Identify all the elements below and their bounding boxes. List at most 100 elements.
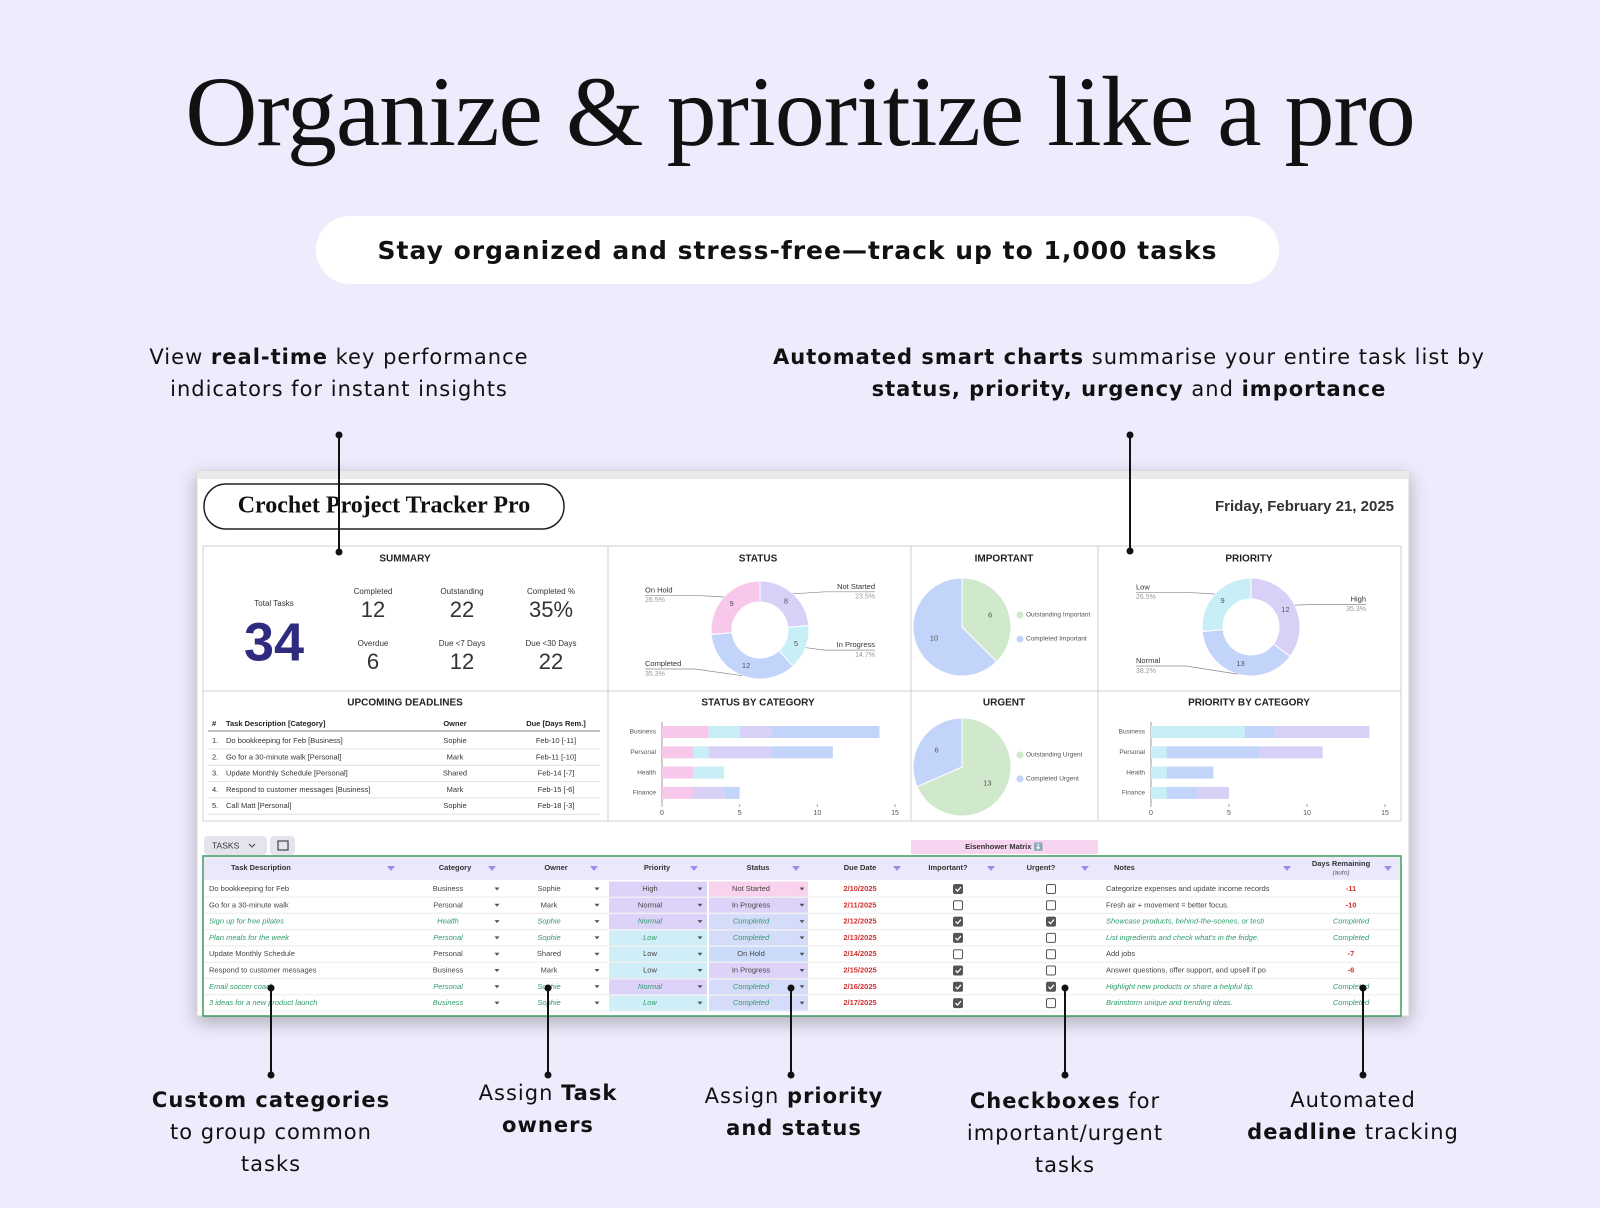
- category-label: Business: [1119, 729, 1146, 736]
- category-label: Finance: [1122, 790, 1146, 797]
- donut-slice: [1201, 629, 1291, 677]
- legend-swatch: [1016, 611, 1024, 619]
- kpi-label: Overdue: [358, 639, 389, 648]
- dropdown-arrow: [494, 1001, 500, 1005]
- callout-line: Automated: [903, 1084, 1600, 1116]
- bar-segment: [1244, 726, 1276, 738]
- filter-icon: [1384, 866, 1392, 871]
- notes-cell: List ingredients and check what's in the…: [1106, 933, 1259, 942]
- kpi-value: 12: [450, 649, 474, 674]
- panel-title: UPCOMING DEADLINES: [347, 698, 463, 709]
- priority-cell: [609, 995, 707, 1011]
- filter-icon: [590, 866, 598, 871]
- task-cell: Go for a 30-minute walk: [209, 900, 289, 909]
- callout-line: Checkboxes for: [615, 1085, 1515, 1117]
- checkbox: [953, 998, 963, 1009]
- due-cell: 2/16/2025: [843, 982, 876, 991]
- notes-cell: Showcase products, behind-the-scenes, or…: [1106, 917, 1264, 926]
- table-cell: Feb-10 [-11]: [536, 736, 576, 745]
- subheadline: Stay organized and stress-free—track up …: [377, 235, 1218, 265]
- x-tick-label: 5: [738, 810, 742, 817]
- title-pill: [203, 483, 565, 530]
- table-header-bg: [204, 857, 1400, 880]
- callout-bold-text: status, priority, urgency: [871, 377, 1184, 401]
- bar-segment: [1260, 746, 1323, 759]
- column-header: Priority: [644, 863, 671, 872]
- status-cell-text: Completed: [733, 933, 770, 942]
- callout-bold-text: Automated smart charts: [773, 345, 1085, 369]
- dropdown-arrow: [494, 969, 500, 972]
- category-cell: Personal: [433, 982, 463, 991]
- callout-line: indicators for instant insights: [0, 373, 789, 405]
- status-cell: [709, 995, 808, 1011]
- status-cell: [709, 881, 808, 897]
- leader-line: [1294, 604, 1366, 606]
- bar-segment: [770, 746, 833, 759]
- slice-value-label: 12: [1281, 605, 1289, 614]
- callout-line: tasks: [0, 1148, 721, 1180]
- callout-bold-text: Checkboxes: [969, 1089, 1121, 1113]
- task-cell: Sign up for free pilates: [209, 917, 284, 926]
- column-header: Category: [439, 863, 472, 872]
- pie-slice: [961, 577, 1012, 663]
- callout-text: View: [149, 345, 211, 369]
- filter-icon: [690, 866, 698, 871]
- bar-segment: [662, 766, 694, 779]
- dropdown-arrow: [594, 903, 600, 907]
- dropdown-arrow: [494, 985, 500, 989]
- dropdown-arrow: [697, 985, 703, 989]
- bar-segment: [739, 726, 771, 738]
- status-cell-text: Not Started: [732, 884, 770, 893]
- bar-segment: [770, 726, 880, 738]
- table-cell: Sophie: [443, 736, 466, 745]
- category-label: Health: [637, 769, 656, 776]
- slice-value-label: 6: [934, 745, 938, 754]
- checkmark: [955, 935, 962, 941]
- table-header: #: [212, 719, 217, 728]
- pointer-dot: [787, 984, 795, 992]
- category-label: Personal: [1119, 749, 1145, 756]
- bar-segment: [1151, 786, 1167, 799]
- filter-icon: [792, 866, 800, 871]
- slice-name: Normal: [1136, 656, 1161, 665]
- callout: Automated deadline tracking: [903, 1084, 1600, 1148]
- kpi-label: Completed %: [527, 587, 575, 596]
- callout-line: status, priority, urgency and importance: [679, 373, 1579, 405]
- pointer-dot: [1359, 1071, 1367, 1079]
- kpi-value: 12: [361, 597, 385, 622]
- callout: Automated smart charts summarise your en…: [679, 341, 1579, 405]
- bar-segment: [708, 746, 771, 759]
- pointer-dot: [335, 431, 343, 439]
- callout-line: deadline tracking: [903, 1116, 1600, 1148]
- column-header: Urgent?: [1027, 863, 1056, 872]
- table-cell: Shared: [443, 769, 467, 778]
- kpi-label: Due <30 Days: [526, 639, 577, 648]
- donut-slice: [1201, 577, 1252, 633]
- bar-segment: [1151, 746, 1167, 759]
- checkmark: [1048, 919, 1055, 925]
- dropdown-arrow: [494, 887, 500, 891]
- panel-title: URGENT: [983, 698, 1025, 709]
- dropdown-arrow: [594, 969, 600, 972]
- category-cell: Business: [433, 998, 464, 1007]
- priority-cell-text: Low: [643, 998, 657, 1007]
- pointer-dot: [1061, 1071, 1069, 1079]
- legend-label: Completed Urgent: [1026, 776, 1079, 783]
- x-tick-label: 10: [813, 810, 821, 817]
- checkbox: [1046, 981, 1056, 992]
- table-cell: 3.: [212, 769, 218, 778]
- category-cell: Personal: [433, 949, 463, 958]
- slice-percent: 26.5%: [645, 597, 665, 604]
- pointer-dot: [1061, 984, 1069, 992]
- checkmark: [955, 984, 962, 990]
- callout-text: Automated: [1290, 1088, 1416, 1112]
- callout: Custom categories to group common tasks: [0, 1084, 721, 1180]
- priority-cell: [609, 914, 707, 930]
- table-cell: Mark: [447, 785, 464, 794]
- panel-title: STATUS: [739, 554, 778, 565]
- priority-cell: [609, 946, 707, 962]
- slice-value-label: 9: [1220, 596, 1224, 605]
- dropdown-arrow: [799, 1001, 805, 1005]
- kpi-value: 22: [539, 649, 563, 674]
